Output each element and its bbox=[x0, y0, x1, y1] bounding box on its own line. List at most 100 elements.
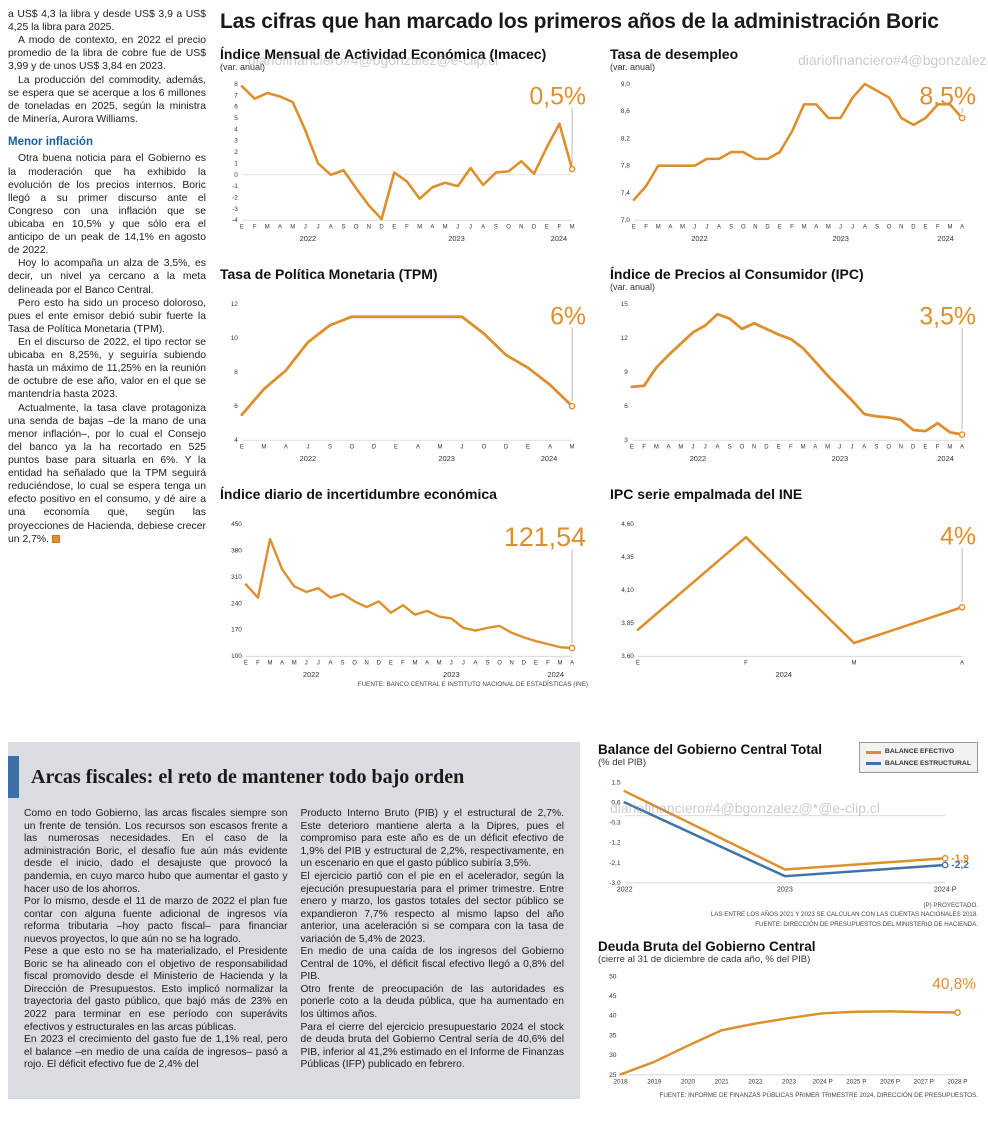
svg-text:S: S bbox=[486, 661, 490, 667]
article-paragraph: En el discurso de 2022, el tipo rector s… bbox=[8, 337, 206, 401]
article-paragraph: Actualmente, la tasa clave protagoniza u… bbox=[8, 402, 206, 546]
svg-text:A: A bbox=[668, 225, 672, 231]
svg-text:M: M bbox=[947, 445, 952, 451]
svg-text:J: J bbox=[704, 445, 707, 451]
svg-text:240: 240 bbox=[231, 600, 242, 607]
svg-text:M: M bbox=[825, 445, 830, 451]
svg-text:A: A bbox=[473, 661, 477, 667]
svg-text:F: F bbox=[790, 225, 794, 231]
article-paragraph: Hoy lo acompaña un alza de 3,5%, es deci… bbox=[8, 258, 206, 296]
svg-text:30: 30 bbox=[609, 1053, 617, 1060]
svg-text:M: M bbox=[268, 661, 273, 667]
chart-notes: (P) PROYECTADO. LAS ENTRE LOS AÑOS 2021 … bbox=[598, 901, 978, 930]
svg-text:E: E bbox=[630, 445, 634, 451]
svg-text:7,4: 7,4 bbox=[621, 190, 630, 197]
legend-label: BALANCE ESTRUCTURAL bbox=[884, 759, 971, 767]
fiscal-columns: Como en todo Gobierno, las arcas fiscale… bbox=[24, 808, 564, 1071]
svg-text:170: 170 bbox=[231, 627, 242, 634]
svg-text:2022: 2022 bbox=[690, 454, 707, 463]
svg-text:2018: 2018 bbox=[614, 1079, 629, 1086]
line-chart-ipc-ine: 4,60 4,35 4,10 3,85 3,60E F M A 2024 4% bbox=[621, 521, 976, 679]
svg-text:N: N bbox=[519, 225, 523, 231]
article-paragraph: Otra buena noticia para el Gobierno es l… bbox=[8, 153, 206, 257]
chart-balance: Balance del Gobierno Central Total (% de… bbox=[598, 742, 978, 929]
svg-text:2024 P: 2024 P bbox=[934, 886, 957, 894]
svg-text:J: J bbox=[456, 225, 459, 231]
chart-subtitle bbox=[610, 502, 978, 513]
svg-text:S: S bbox=[729, 225, 733, 231]
svg-text:310: 310 bbox=[231, 574, 242, 581]
svg-text:S: S bbox=[328, 445, 332, 451]
svg-text:M: M bbox=[826, 225, 831, 231]
svg-text:M: M bbox=[265, 225, 270, 231]
chart-title: IPC serie empalmada del INE bbox=[610, 486, 803, 503]
svg-text:A: A bbox=[278, 225, 282, 231]
svg-text:J: J bbox=[839, 225, 842, 231]
svg-text:A: A bbox=[960, 661, 964, 667]
chart-title: Tasa de desempleo bbox=[610, 46, 739, 62]
svg-text:D: D bbox=[522, 661, 527, 667]
svg-text:2024: 2024 bbox=[937, 454, 954, 463]
chart-desempleo: Tasa de desempleo (var. anual) 9,0 8,6 8,2… bbox=[610, 46, 978, 244]
fiscal-header: Arcas fiscales: el reto de mantener todo… bbox=[8, 756, 564, 799]
svg-text:J: J bbox=[693, 225, 696, 231]
end-of-article-icon bbox=[52, 534, 61, 543]
svg-text:2023: 2023 bbox=[443, 670, 460, 679]
svg-text:9: 9 bbox=[624, 369, 628, 376]
svg-text:E: E bbox=[389, 661, 393, 667]
svg-text:-1: -1 bbox=[232, 183, 238, 190]
svg-text:M: M bbox=[290, 225, 295, 231]
svg-text:M: M bbox=[570, 225, 575, 231]
svg-text:O: O bbox=[886, 445, 891, 451]
svg-text:-3,0: -3,0 bbox=[609, 880, 621, 887]
fiscal-paragraph: En medio de una caída de los ingresos de… bbox=[300, 946, 565, 983]
svg-text:2024 P: 2024 P bbox=[813, 1079, 833, 1086]
svg-text:N: N bbox=[510, 661, 514, 667]
svg-text:A: A bbox=[863, 225, 867, 231]
fiscal-paragraph: Otro frente de preocupación de las autor… bbox=[300, 983, 565, 1020]
svg-text:8: 8 bbox=[234, 369, 238, 376]
svg-text:A: A bbox=[814, 225, 818, 231]
chart-note: LAS ENTRE LOS AÑOS 2021 Y 2023 SE CALCUL… bbox=[710, 911, 978, 919]
svg-text:J: J bbox=[838, 445, 841, 451]
svg-text:2022: 2022 bbox=[300, 454, 317, 463]
svg-text:O: O bbox=[741, 225, 746, 231]
svg-text:J: J bbox=[305, 661, 308, 667]
svg-text:F: F bbox=[405, 225, 409, 231]
svg-text:S: S bbox=[728, 445, 732, 451]
svg-text:40: 40 bbox=[609, 1013, 617, 1020]
svg-text:A: A bbox=[329, 225, 333, 231]
article-paragraph: A modo de contexto, en 2022 el precio pr… bbox=[8, 35, 206, 73]
svg-text:2028 P: 2028 P bbox=[947, 1079, 967, 1086]
svg-text:M: M bbox=[438, 445, 443, 451]
svg-text:-1,9: -1,9 bbox=[951, 854, 969, 865]
bottom-section: Arcas fiscales: el reto de mantener todo… bbox=[0, 742, 988, 1099]
svg-text:N: N bbox=[365, 661, 369, 667]
svg-text:3,85: 3,85 bbox=[621, 620, 634, 627]
svg-text:0,6: 0,6 bbox=[611, 800, 621, 807]
svg-text:J: J bbox=[304, 225, 307, 231]
fiscal-paragraph: Por lo mismo, desde el 11 de marzo de 20… bbox=[24, 896, 288, 945]
svg-text:F: F bbox=[936, 225, 940, 231]
svg-text:0: 0 bbox=[234, 172, 238, 179]
svg-text:A: A bbox=[570, 661, 574, 667]
charts-section: Las cifras que han marcado los primeros … bbox=[220, 8, 978, 688]
svg-text:4,10: 4,10 bbox=[621, 587, 634, 594]
chart-title: Índice Mensual de Actividad Económica (I… bbox=[220, 46, 547, 62]
fiscal-paragraph: Para el cierre del ejercicio presupuesta… bbox=[300, 1021, 565, 1071]
svg-text:3: 3 bbox=[624, 437, 628, 444]
svg-text:N: N bbox=[899, 445, 903, 451]
svg-text:D: D bbox=[379, 225, 384, 231]
svg-text:A: A bbox=[960, 445, 964, 451]
svg-text:2019: 2019 bbox=[647, 1079, 662, 1086]
svg-text:7: 7 bbox=[234, 92, 238, 99]
chart-ipc: Índice de Precios al Consumidor (IPC) (v… bbox=[610, 266, 978, 464]
svg-text:E: E bbox=[632, 225, 636, 231]
svg-text:A: A bbox=[328, 661, 332, 667]
svg-text:M: M bbox=[443, 225, 448, 231]
svg-text:-2,2: -2,2 bbox=[951, 860, 969, 871]
svg-text:M: M bbox=[852, 661, 857, 667]
svg-text:-0,3: -0,3 bbox=[609, 820, 621, 827]
